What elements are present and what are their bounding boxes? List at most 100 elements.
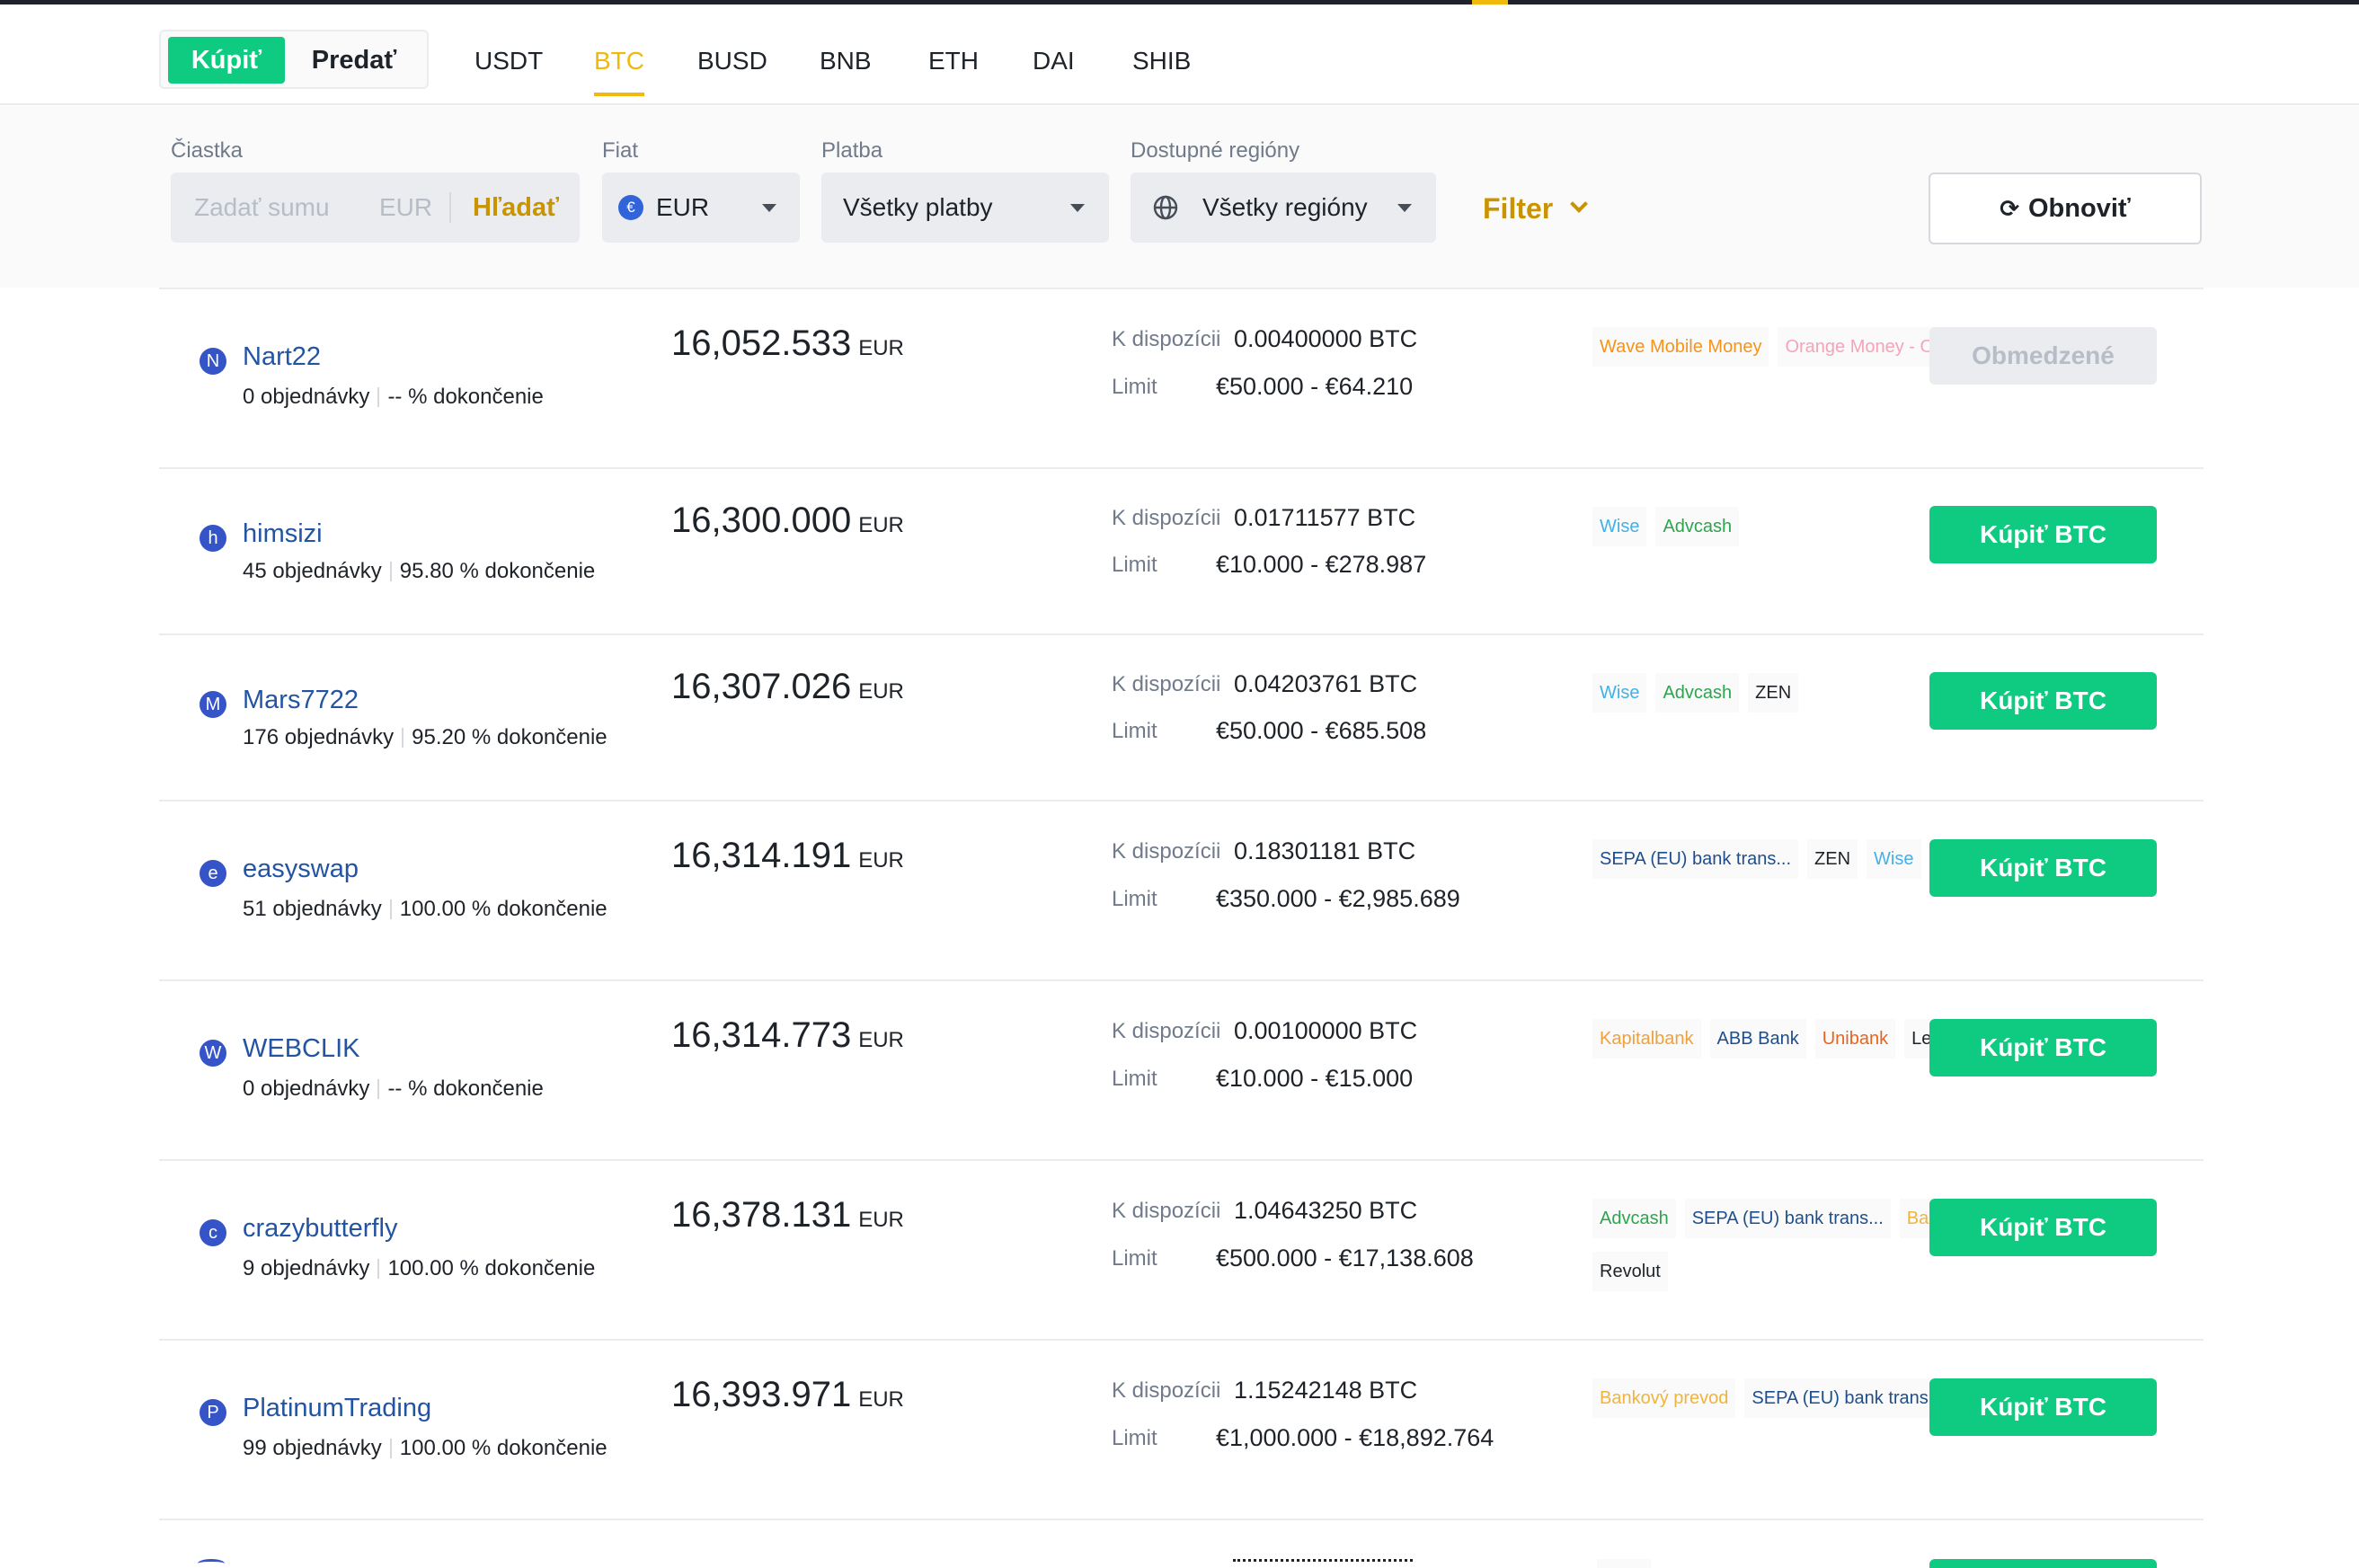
price-value: 16,314.773 xyxy=(671,1015,852,1055)
payment-select[interactable]: Všetky platby xyxy=(821,173,1109,243)
buy-btc-button[interactable]: Kúpiť BTC xyxy=(1929,1019,2157,1076)
offer-price: 16,307.026 EUR xyxy=(671,667,904,707)
buy-btc-button[interactable]: Kúpiť BTC xyxy=(1929,1378,2157,1436)
limit-range: €10.000 - €15.000 xyxy=(1216,1065,1414,1092)
price-currency: EUR xyxy=(858,1028,904,1052)
completion-rate: -- % dokončenie xyxy=(387,1076,544,1101)
buy-btc-button[interactable]: Kúpiť BTC xyxy=(1929,1199,2157,1256)
offer-price: 16,378.131 EUR xyxy=(671,1195,904,1236)
buy-sell-toggle: Kúpiť Predať xyxy=(159,30,429,89)
available-amount: 0.18301181 BTC xyxy=(1234,837,1416,864)
region-value: Všetky regióny xyxy=(1202,193,1368,221)
limit-label: Limit xyxy=(1112,1426,1157,1450)
payment-tag: ABB Bank xyxy=(1709,1019,1806,1059)
offer-row: M Mars7722 176 objednávky 95.20 % dokončeni… xyxy=(159,633,2204,800)
available-label: K dispozícii xyxy=(1112,1019,1221,1043)
available-label: K dispozícii xyxy=(1112,1199,1221,1223)
available-label: K dispozícii xyxy=(1112,327,1221,351)
asset-tab-shib[interactable]: SHIB xyxy=(1132,47,1192,75)
asset-tab-btc[interactable]: BTC xyxy=(594,30,644,96)
completion-rate: 100.00 % dokončenie xyxy=(399,1436,607,1460)
merchant-name[interactable]: crazybutterfly xyxy=(243,1214,398,1243)
top-border-accent xyxy=(1472,0,1508,4)
offer-row: P PlatinumTrading 99 objednávky 100.00 % do… xyxy=(159,1339,2204,1519)
price-currency: EUR xyxy=(858,336,904,360)
stats-divider xyxy=(389,1439,392,1458)
buy-tab-button[interactable]: Kúpiť xyxy=(168,37,285,84)
order-count: 9 objednávky xyxy=(243,1256,370,1280)
buy-btc-button[interactable]: Kúpiť BTC xyxy=(1929,839,2157,897)
payment-tag: Bankový prevod xyxy=(1592,1378,1736,1418)
merchant-name[interactable]: WEBCLIK xyxy=(243,1034,360,1063)
price-value: 16,314.191 xyxy=(671,836,852,875)
caret-down-icon xyxy=(762,203,776,212)
order-count: 99 objednávky xyxy=(243,1436,382,1460)
price-value: 16,393.971 xyxy=(671,1375,852,1414)
payment-tag: SEPA (EU) bank trans... xyxy=(1684,1199,1891,1238)
payment-tag: Kapitalbank xyxy=(1592,1019,1701,1059)
region-label: Dostupné regióny xyxy=(1131,138,1300,163)
payment-tag: Advcash xyxy=(1592,1199,1676,1238)
stats-divider xyxy=(377,387,380,407)
order-count: 176 objednávky xyxy=(243,725,395,749)
price-currency: EUR xyxy=(858,1208,904,1232)
price-currency: EUR xyxy=(858,679,904,704)
asset-tab-busd[interactable]: BUSD xyxy=(697,47,767,75)
amount-field[interactable]: Zadať sumu EUR Hľadať xyxy=(171,173,580,243)
limit-label: Limit xyxy=(1112,553,1157,577)
payment-tag: Wise xyxy=(1867,839,1921,879)
merchant-name[interactable]: himsizi xyxy=(243,519,323,548)
refresh-icon: ⟳ xyxy=(2000,194,2019,222)
merchant-avatar: c xyxy=(200,1219,226,1246)
limit-label: Limit xyxy=(1112,1246,1157,1271)
sell-tab-button[interactable]: Predať xyxy=(311,45,397,75)
buy-btc-button[interactable]: Kúpiť BTC xyxy=(1929,506,2157,563)
list-divider xyxy=(159,1519,2204,1520)
completion-rate: 100.00 % dokončenie xyxy=(399,897,607,921)
asset-tab-bnb[interactable]: BNB xyxy=(820,47,872,75)
available-label: K dispozícii xyxy=(1112,672,1221,696)
available-amount: 1.04643250 BTC xyxy=(1234,1197,1418,1224)
price-currency: EUR xyxy=(858,1387,904,1412)
payment-tag: Wise xyxy=(1592,507,1647,546)
merchant-stats: 99 objednávky 100.00 % dokončenie xyxy=(243,1436,607,1461)
trade-header: Kúpiť Predať USDT BTC BUSD BNB ETH DAI S… xyxy=(0,4,2359,105)
merchant-name[interactable]: easyswap xyxy=(243,855,359,883)
next-row-buy-button[interactable] xyxy=(1929,1559,2157,1568)
order-count: 45 objednávky xyxy=(243,559,382,583)
fiat-label: Fiat xyxy=(602,138,639,163)
euro-coin-icon: € xyxy=(618,195,643,220)
limit-label: Limit xyxy=(1112,375,1157,399)
offer-price: 16,314.773 EUR xyxy=(671,1015,904,1056)
asset-tab-dai[interactable]: DAI xyxy=(1033,47,1075,75)
search-button[interactable]: Hľadať xyxy=(473,192,559,222)
merchant-avatar: h xyxy=(200,525,226,552)
asset-tab-eth[interactable]: ETH xyxy=(928,47,979,75)
completion-rate: 100.00 % dokončenie xyxy=(387,1256,596,1280)
offer-row: N Nart22 0 objednávky -- % dokončenie 16,052… xyxy=(159,288,2204,467)
payment-label: Platba xyxy=(821,138,883,163)
merchant-name[interactable]: Mars7722 xyxy=(243,686,359,714)
next-row-available xyxy=(1233,1559,1413,1568)
merchant-name[interactable]: Nart22 xyxy=(243,342,322,371)
limit-range: €50.000 - €64.210 xyxy=(1216,373,1414,400)
payment-value: Všetky platby xyxy=(843,193,993,221)
limit-label: Limit xyxy=(1112,1067,1157,1091)
asset-tab-usdt[interactable]: USDT xyxy=(474,47,544,75)
available-amount: 0.00100000 BTC xyxy=(1234,1017,1418,1044)
merchant-stats: 51 objednávky 100.00 % dokončenie xyxy=(243,897,607,922)
merchant-stats: 45 objednávky 95.80 % dokončenie xyxy=(243,559,595,584)
stats-divider xyxy=(389,899,392,919)
merchant-name[interactable]: PlatinumTrading xyxy=(243,1394,432,1422)
refresh-button[interactable]: ⟳ Obnoviť xyxy=(1929,173,2202,244)
merchant-stats: 176 objednávky 95.20 % dokončenie xyxy=(243,725,607,750)
filter-toggle[interactable]: Filter xyxy=(1483,190,1589,226)
fiat-select[interactable]: € EUR xyxy=(602,173,800,243)
amount-divider xyxy=(449,192,451,223)
buy-btc-button[interactable]: Kúpiť BTC xyxy=(1929,672,2157,730)
amount-input[interactable]: Zadať sumu xyxy=(194,193,330,221)
available-amount: 1.15242148 BTC xyxy=(1234,1377,1418,1404)
order-count: 51 objednávky xyxy=(243,897,382,921)
region-select[interactable]: Všetky regióny xyxy=(1131,173,1436,243)
merchant-avatar: P xyxy=(200,1399,226,1426)
